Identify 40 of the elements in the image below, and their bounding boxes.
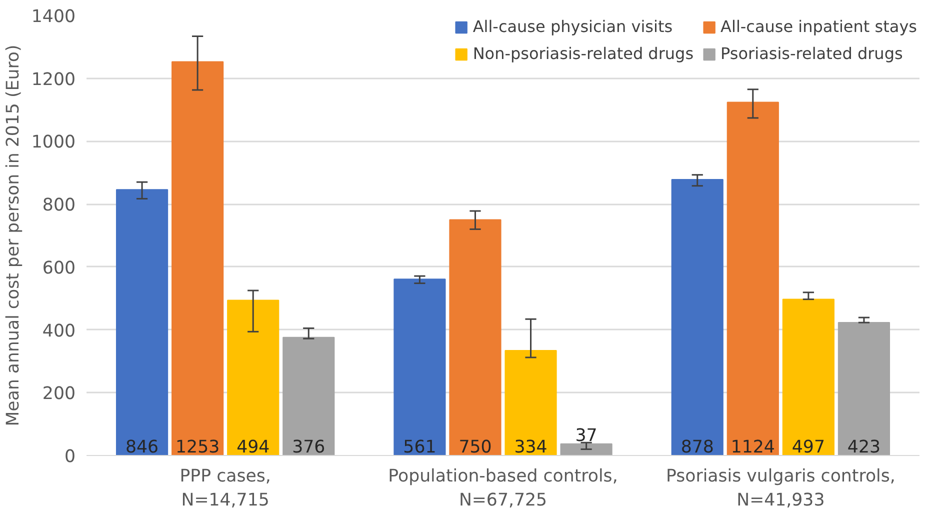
data-label: 334 — [514, 437, 548, 458]
y-tick-label: 1400 — [31, 7, 76, 27]
y-tick-label: 1000 — [31, 132, 76, 153]
bar — [560, 443, 612, 456]
bar — [726, 102, 779, 456]
bar — [838, 322, 890, 456]
x-tick-label: Psoriasis vulgaris controls, N=41,933 — [666, 466, 896, 510]
y-tick-label: 600 — [42, 258, 76, 278]
data-label: 750 — [458, 437, 492, 458]
y-tick-label: 800 — [42, 196, 76, 216]
data-label: 1124 — [730, 437, 775, 458]
x-tick-label: PPP cases, N=14,715 — [180, 466, 271, 510]
data-label: 497 — [792, 437, 825, 458]
legend-label: All-cause inpatient stays — [720, 17, 917, 36]
data-label: 37 — [575, 426, 598, 446]
bar — [449, 219, 502, 456]
bar — [116, 189, 168, 456]
data-label: 423 — [847, 437, 881, 458]
data-label: 376 — [292, 437, 326, 458]
data-label: 494 — [236, 437, 270, 458]
y-axis-title: Mean annual cost per person in 2015 (Euro) — [3, 44, 24, 426]
y-tick-label: 200 — [42, 384, 76, 404]
data-label: 846 — [125, 437, 159, 458]
data-label: 878 — [680, 437, 714, 458]
legend-label: All-cause physician visits — [472, 17, 673, 36]
bar — [227, 300, 280, 456]
legend-label: Psoriasis-related drugs — [720, 44, 903, 63]
bar — [504, 350, 557, 456]
y-tick-label: 0 — [64, 447, 76, 467]
bar — [671, 179, 724, 456]
bar — [394, 278, 446, 456]
bar — [782, 298, 834, 456]
y-tick-label: 400 — [42, 321, 76, 342]
legend-label: Non-psoriasis-related drugs — [472, 44, 694, 63]
x-tick-label: Population-based controls, N=67,725 — [388, 466, 618, 510]
bar — [282, 336, 335, 456]
data-label: 1253 — [176, 437, 220, 458]
bar — [172, 61, 224, 456]
data-label: 561 — [403, 437, 436, 458]
y-tick-label: 1200 — [31, 70, 76, 90]
